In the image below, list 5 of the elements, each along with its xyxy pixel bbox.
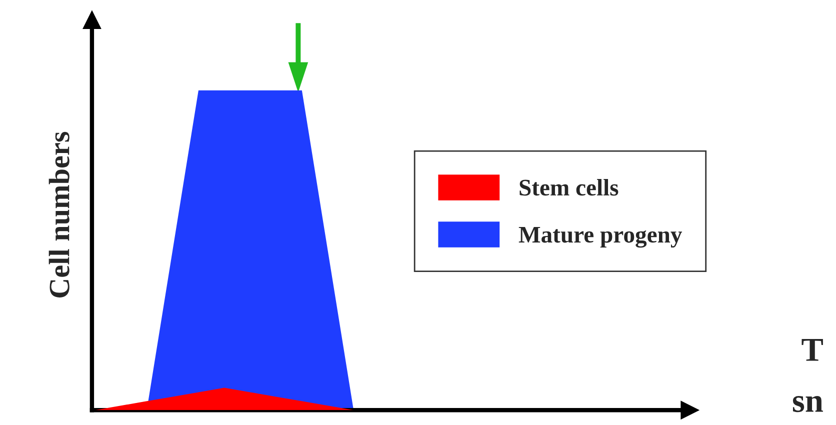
- legend-label: Stem cells: [520, 179, 618, 196]
- text: sn: [792, 396, 823, 412]
- legend-label: Mature progeny: [518, 226, 682, 248]
- text: T: [802, 338, 823, 361]
- y-axis-title: Cell numbers: [48, 132, 70, 298]
